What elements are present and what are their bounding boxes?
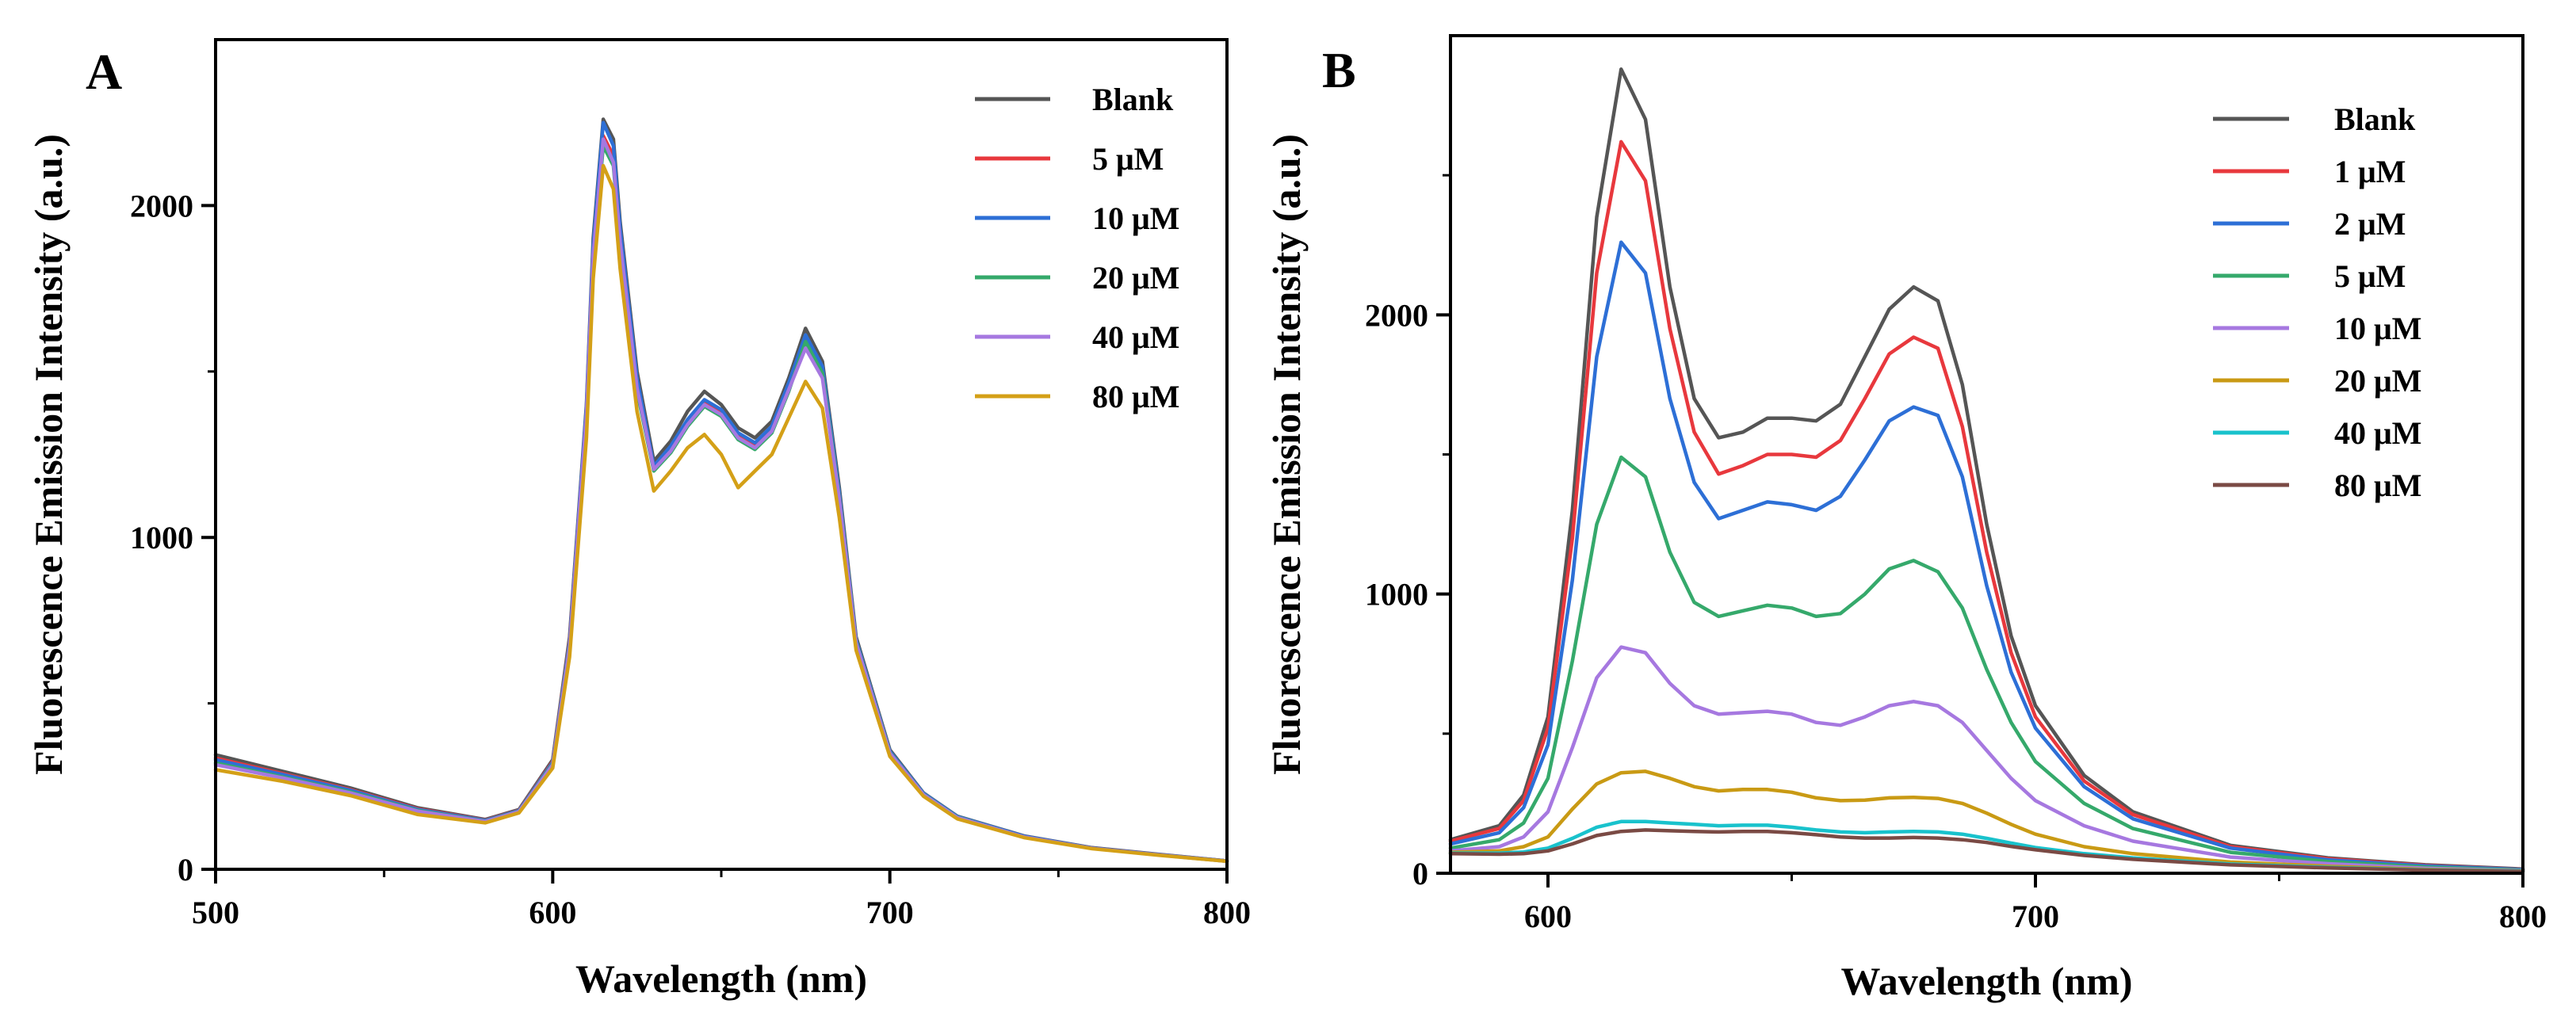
chart-b-legend-label-1: Blank xyxy=(2334,101,2416,137)
chart-b-series-line-1 xyxy=(1448,67,2525,871)
chart-b-y-tick-label: 1000 xyxy=(1365,577,1428,613)
chart-b-x-tick-label: 800 xyxy=(2499,899,2547,934)
chart-b-x-tick-label: 700 xyxy=(2012,899,2059,934)
chart-a-x-tick-label: 700 xyxy=(866,895,914,930)
chart-b-series-line-6 xyxy=(1448,769,2525,873)
chart-a-y-tick-label: 0 xyxy=(178,852,193,887)
chart-b-legend-label-6: 20 μM xyxy=(2334,363,2421,399)
chart-a-legend-label-6: 80 μM xyxy=(1092,379,1179,414)
chart-b-x-tick-label: 600 xyxy=(1524,899,1572,934)
chart-a-x-tick-label: 500 xyxy=(192,895,239,930)
chart-b-y-axis-title: Fluorescence Emission Intensity (a.u.) xyxy=(1264,134,1309,775)
chart-b-series-line-4 xyxy=(1448,455,2525,872)
chart-b-y-tick-label: 2000 xyxy=(1365,297,1428,333)
chart-a-series-line-6 xyxy=(213,163,1229,864)
chart-a-x-tick-label: 600 xyxy=(529,895,576,930)
chart-a-legend-label-5: 40 μM xyxy=(1092,319,1179,355)
chart-b-legend-label-7: 40 μM xyxy=(2334,415,2421,451)
chart-a-legend-label-4: 20 μM xyxy=(1092,260,1179,296)
chart-a-legend-label-1: Blank xyxy=(1092,82,1174,117)
chart-b-legend-label-5: 10 μM xyxy=(2334,311,2421,346)
chart-a-y-tick-label: 1000 xyxy=(130,520,193,555)
chart-a-y-tick-label: 2000 xyxy=(130,188,193,223)
panel-a-letter: A xyxy=(86,44,122,100)
chart-b: 600 700 800 0 1000 2000 Wavelength (nm) Fluores… xyxy=(1264,34,2547,1003)
chart-b-series-line-5 xyxy=(1448,645,2525,873)
chart-a: 500 600 700 800 0 1000 2000 Wavelength (nm) Fluo… xyxy=(26,38,1251,1001)
chart-b-series-line-2 xyxy=(1448,139,2525,872)
chart-a-legend-label-3: 10 μM xyxy=(1092,200,1179,236)
chart-b-y-tick-label: 0 xyxy=(1412,856,1428,891)
chart-b-legend-label-8: 80 μM xyxy=(2334,468,2421,503)
chart-a-x-axis-title: Wavelength (nm) xyxy=(575,956,867,1001)
chart-a-y-axis-title: Fluorescence Emission Intensity (a.u.) xyxy=(26,134,71,775)
chart-b-legend-label-2: 1 μM xyxy=(2334,154,2406,189)
chart-b-series-line-3 xyxy=(1448,240,2525,872)
chart-b-series-line-8 xyxy=(1448,828,2525,874)
chart-a-x-tick-label: 800 xyxy=(1203,895,1251,930)
panel-b-letter: B xyxy=(1322,42,1356,98)
chart-b-legend-label-4: 5 μM xyxy=(2334,258,2406,294)
chart-a-legend-label-2: 5 μM xyxy=(1092,141,1164,177)
chart-b-x-axis-title: Wavelength (nm) xyxy=(1840,959,2132,1003)
chart-b-legend-label-3: 2 μM xyxy=(2334,206,2406,242)
